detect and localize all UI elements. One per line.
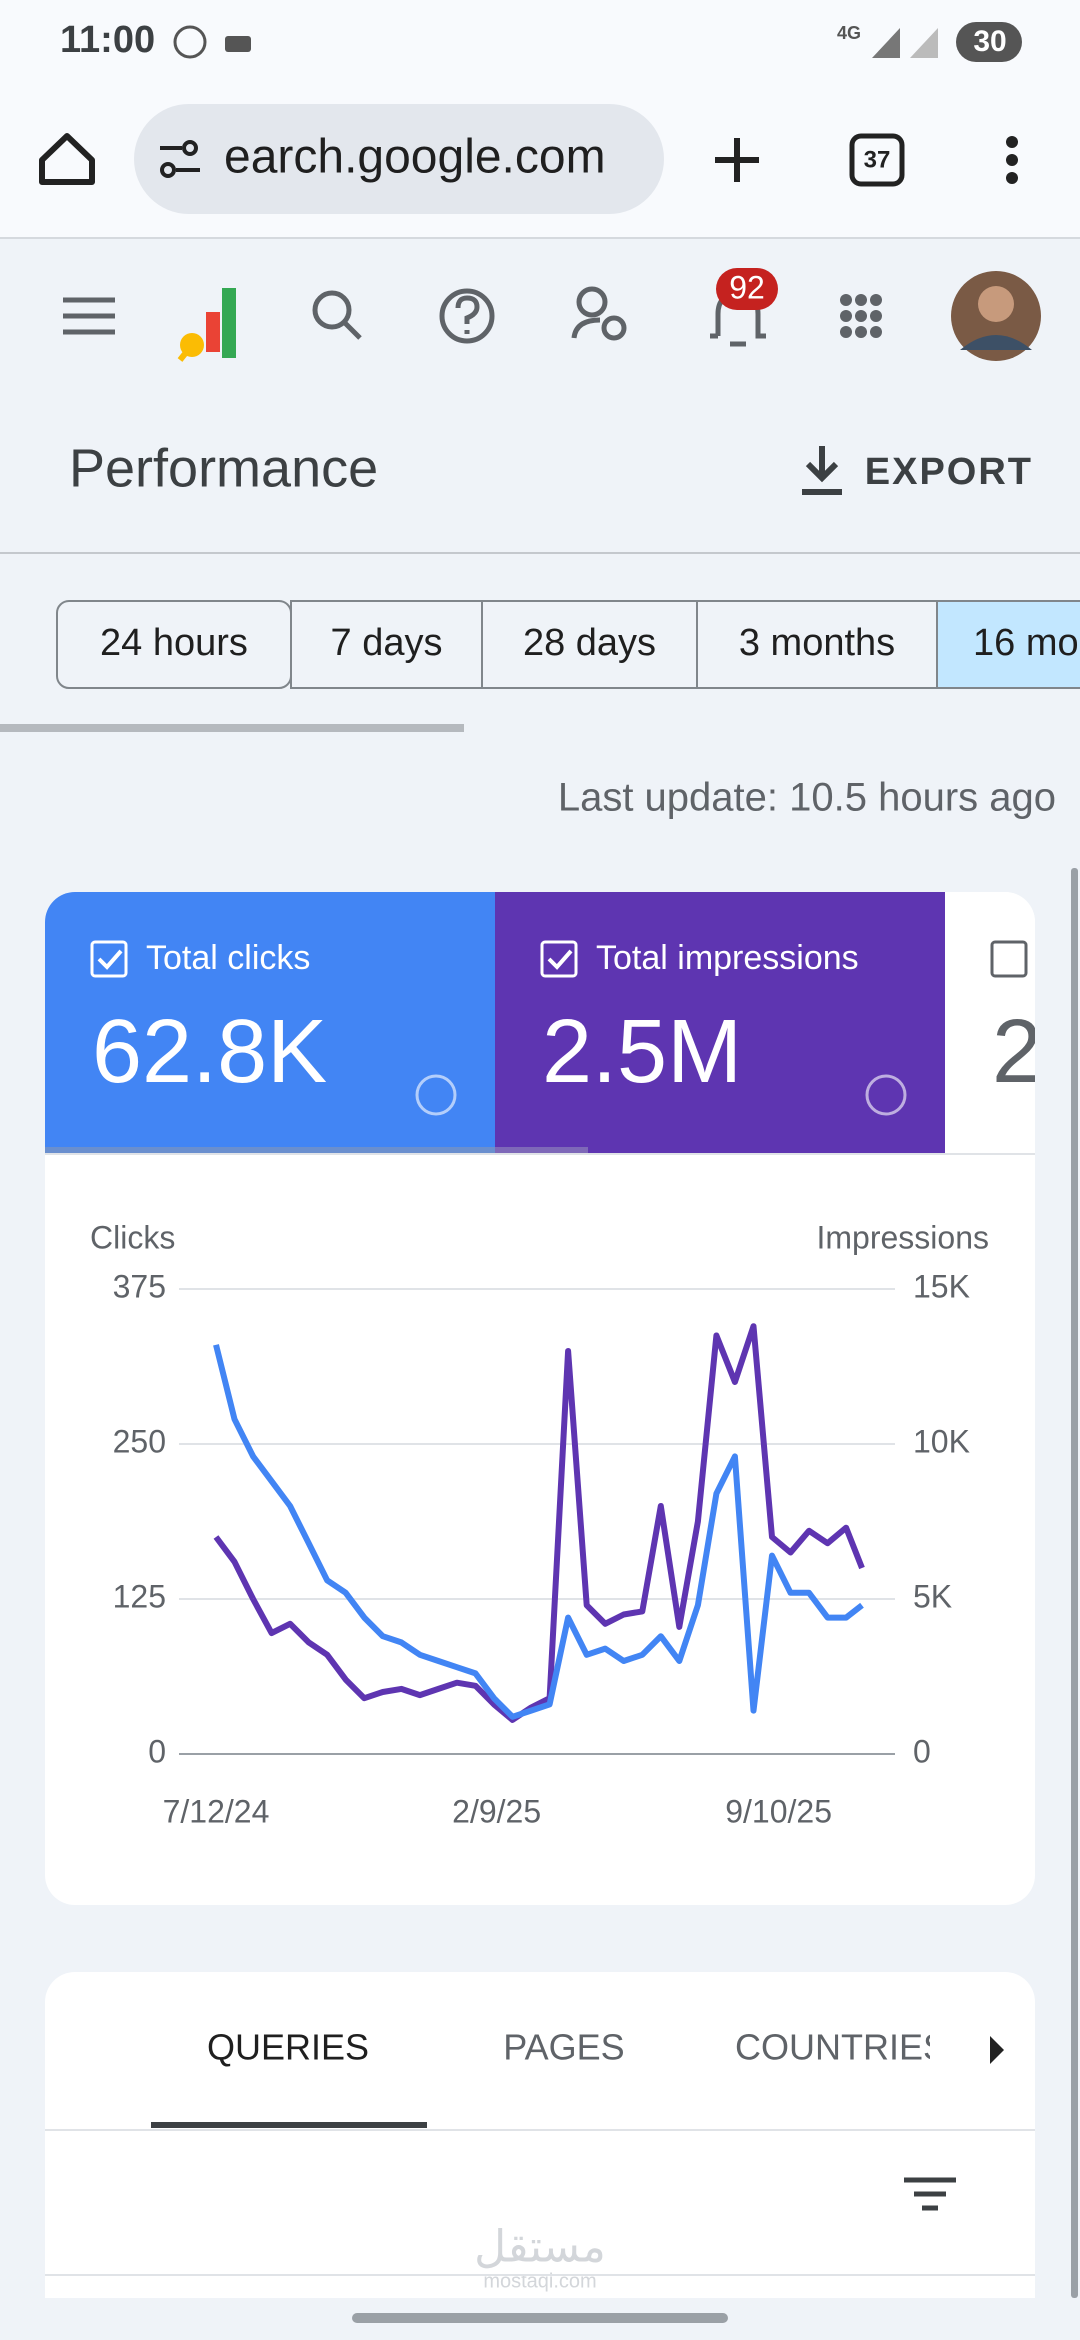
url-bar[interactable]: [134, 104, 664, 214]
metric-checkbox[interactable]: [540, 940, 578, 978]
watermark: mostaqi.com: [483, 2270, 596, 2292]
date-range-label[interactable]: 16 months: [973, 622, 1080, 664]
chart: Clicks Impressions 0 125 250 375 0 5K 10K 15K 7/12…: [90, 1219, 989, 1829]
tab[interactable]: PAGES: [503, 2027, 624, 2068]
site-settings-icon[interactable]: [160, 140, 200, 178]
scroll-indicator: [0, 724, 464, 732]
date-range-label[interactable]: 7 days: [331, 622, 443, 664]
notification-icon: [225, 36, 251, 52]
help-button[interactable]: [439, 288, 495, 344]
tabs: QUERIES PAGES COUNTRIES: [207, 2027, 947, 2068]
menu-button[interactable]: [63, 297, 115, 335]
page-title: Performance: [69, 438, 378, 498]
battery: [956, 22, 1022, 62]
notification-count: 92: [729, 269, 765, 305]
metric-checkbox[interactable]: [90, 940, 128, 978]
filter-button[interactable]: [904, 2177, 956, 2211]
search-console-logo[interactable]: [177, 288, 236, 362]
y2-tick-label: 15K: [913, 1268, 970, 1304]
y-tick-label: 250: [113, 1423, 166, 1459]
metric-label: Total clicks: [146, 939, 310, 977]
last-update: Last update: 10.5 hours ago: [558, 776, 1056, 820]
tabs-next[interactable]: [990, 2036, 1004, 2064]
date-range-label[interactable]: 28 days: [523, 622, 656, 664]
y-tick-label: 125: [113, 1578, 166, 1614]
metric-value: 2: [992, 1002, 1042, 1102]
new-tab-button[interactable]: [715, 138, 759, 182]
y-tick-label: 0: [148, 1733, 166, 1769]
y2-tick-label: 10K: [913, 1423, 970, 1459]
signal-icon: [872, 28, 900, 58]
status-time: 11:00: [60, 19, 155, 61]
tab-switcher[interactable]: [849, 133, 905, 187]
metric-label: Total impressions: [596, 939, 859, 977]
browser-menu[interactable]: [1006, 136, 1018, 184]
url-text[interactable]: earch.google.com: [224, 131, 606, 184]
y-axis-title: Clicks: [90, 1219, 175, 1255]
tab[interactable]: COUNTRIES: [735, 2027, 947, 2068]
y2-axis-title: Impressions: [817, 1219, 990, 1255]
user-settings-button[interactable]: [571, 286, 627, 341]
home-button[interactable]: [39, 133, 95, 185]
signal-icon: [910, 28, 938, 58]
line-series: [213, 1344, 864, 1720]
metric-help[interactable]: [415, 1074, 457, 1116]
metric-card[interactable]: [45, 892, 495, 1153]
tab[interactable]: QUERIES: [207, 2027, 369, 2068]
metric-card[interactable]: [945, 892, 1045, 1153]
table-card: [45, 1972, 1035, 2340]
x-tick-label: 7/12/24: [163, 1793, 270, 1829]
date-range-chip[interactable]: [290, 600, 483, 689]
date-range-chips: 24 hours 7 days 28 days 3 months 16 months: [56, 600, 1080, 689]
metric-underline: [495, 1147, 588, 1153]
tab-indicator: [151, 2122, 427, 2128]
y2-tick-label: 0: [913, 1733, 931, 1769]
checkmark: [547, 949, 573, 970]
date-range-label[interactable]: 24 hours: [100, 622, 248, 664]
export-button[interactable]: EXPORT: [865, 451, 1033, 493]
scrollbar: [1071, 868, 1078, 2298]
battery-level: 30: [973, 25, 1006, 58]
y2-tick-label: 5K: [913, 1578, 952, 1614]
metric-help[interactable]: [865, 1074, 907, 1116]
metric-cards: Total clicks 62.8K Total impressions 2.5M 2: [45, 892, 1045, 1155]
account-avatar[interactable]: [951, 271, 1041, 361]
metric-value: 62.8K: [92, 1002, 327, 1102]
notifications-button[interactable]: 92: [710, 268, 778, 347]
whatsapp-icon: [173, 25, 207, 59]
date-range-chip[interactable]: [936, 600, 1080, 689]
checkmark: [97, 949, 123, 970]
search-button[interactable]: [312, 290, 362, 340]
x-tick-label: 9/10/25: [725, 1793, 832, 1829]
x-tick-label: 2/9/25: [452, 1793, 541, 1829]
network-type: 4G: [837, 23, 861, 43]
metric-checkbox[interactable]: [990, 940, 1028, 978]
watermark: مستقل: [474, 2223, 606, 2272]
metric-underline: [45, 1147, 495, 1153]
line-series: [213, 1323, 865, 1723]
y-tick-label: 375: [113, 1268, 166, 1304]
metric-value: 2.5M: [542, 1002, 742, 1102]
export-icon[interactable]: [802, 446, 842, 495]
date-range-chip[interactable]: [481, 600, 698, 689]
tab-count[interactable]: 37: [864, 146, 891, 173]
home-indicator[interactable]: [352, 2313, 728, 2323]
metric-card[interactable]: [495, 892, 945, 1153]
apps-button[interactable]: [840, 294, 882, 338]
date-range-label[interactable]: 3 months: [739, 622, 895, 664]
